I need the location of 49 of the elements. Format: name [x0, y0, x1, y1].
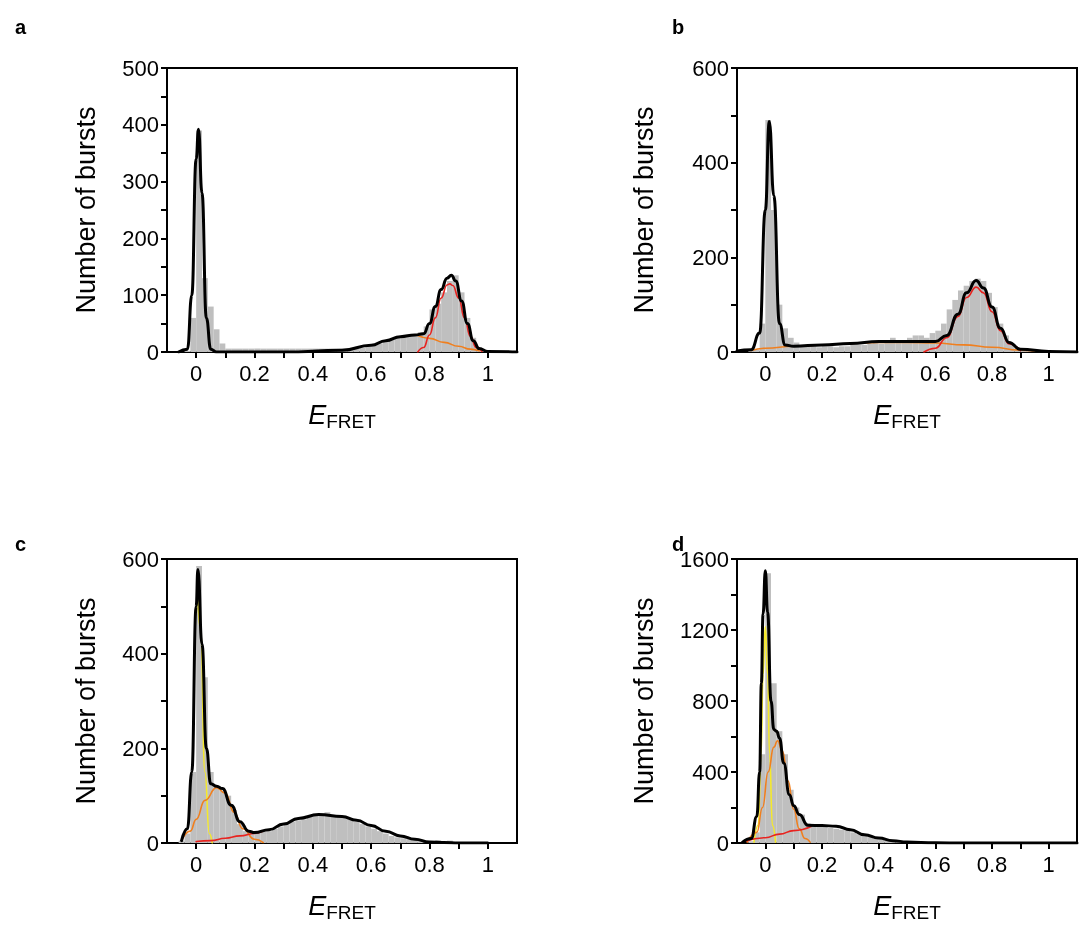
x-tick-label: 0.4: [863, 360, 894, 386]
x-tick-label: 0.8: [414, 851, 445, 877]
y-axis-title: Number of bursts: [70, 597, 101, 805]
chart-title: b: [672, 16, 685, 38]
y-tick-label: 0: [716, 339, 729, 365]
x-tick-label: 0.8: [414, 360, 445, 386]
y-tick-label: 500: [122, 55, 159, 81]
y-tick-label: 600: [122, 546, 159, 572]
y-axis-title: Number of bursts: [628, 106, 659, 314]
x-tick-label: 0.2: [806, 360, 838, 386]
chart-title: a: [15, 16, 27, 38]
chart-title: c: [15, 533, 27, 555]
y-tick-label: 300: [122, 169, 159, 195]
x-tick-label: 0.6: [920, 360, 951, 386]
x-tick-label: 1: [481, 360, 494, 386]
y-tick-label: 200: [692, 244, 729, 270]
x-tick-label: 0.2: [239, 851, 270, 877]
x-tick-label: 0: [190, 851, 203, 877]
x-tick-label: 0.4: [297, 360, 329, 386]
x-tick-label: 1: [481, 851, 494, 877]
y-tick-label: 400: [122, 641, 159, 667]
y-tick-label: 600: [692, 55, 729, 81]
x-tick-label: 0.6: [355, 360, 387, 386]
y-tick-label: 0: [146, 339, 159, 365]
y-tick-label: 100: [122, 282, 159, 308]
x-tick-label: 1: [1042, 851, 1055, 877]
y-tick-label: 800: [692, 688, 729, 714]
x-tick-label: 0.8: [976, 851, 1008, 877]
x-tick-label: 0.6: [920, 851, 951, 877]
y-tick-label: 400: [122, 112, 159, 138]
y-tick-label: 1200: [680, 617, 729, 643]
x-tick-label: 0.4: [863, 851, 894, 877]
x-tick-label: 0: [759, 851, 772, 877]
y-axis-title: Number of bursts: [628, 597, 659, 805]
y-tick-label: 0: [716, 830, 729, 856]
x-tick-label: 0: [759, 360, 772, 386]
x-tick-label: 0.8: [976, 360, 1008, 386]
x-tick-label: 0.6: [355, 851, 387, 877]
y-tick-label: 200: [122, 225, 159, 251]
x-tick-label: 0.4: [297, 851, 329, 877]
x-tick-label: 0: [190, 360, 203, 386]
x-tick-label: 1: [1042, 360, 1055, 386]
y-tick-label: 400: [692, 150, 729, 176]
y-axis-title: Number of bursts: [70, 106, 101, 314]
y-tick-label: 200: [122, 735, 159, 761]
y-tick-label: 400: [692, 759, 729, 785]
y-tick-label: 0: [146, 830, 159, 856]
x-tick-label: 0.2: [239, 360, 270, 386]
x-tick-label: 0.2: [806, 851, 838, 877]
